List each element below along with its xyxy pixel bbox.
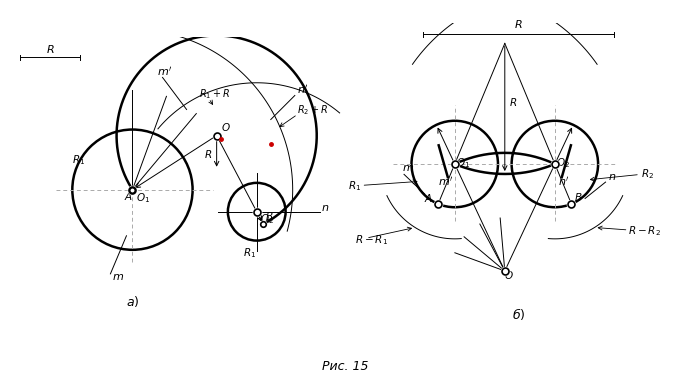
- Text: $R$: $R$: [509, 96, 518, 108]
- Text: Рис. 15: Рис. 15: [322, 360, 369, 373]
- Text: $R$: $R$: [514, 18, 523, 30]
- Text: $O$: $O$: [220, 121, 230, 133]
- Text: $R$: $R$: [46, 43, 55, 55]
- Text: $R_2+R$: $R_2+R$: [297, 104, 328, 117]
- Text: $m$: $m$: [401, 163, 414, 173]
- Text: $m$: $m$: [113, 272, 124, 282]
- Text: $A$: $A$: [424, 191, 433, 204]
- Text: $R_1+R$: $R_1+R$: [198, 88, 230, 101]
- Text: $O$: $O$: [504, 269, 514, 281]
- Text: $O_2$: $O_2$: [556, 156, 570, 170]
- Text: $n'$: $n'$: [558, 175, 570, 188]
- Text: $m'$: $m'$: [157, 65, 172, 78]
- Text: $O_2$: $O_2$: [260, 212, 274, 226]
- Text: $n$: $n$: [321, 203, 329, 212]
- Text: $R_1$: $R_1$: [348, 179, 361, 193]
- Text: $A$: $A$: [124, 190, 133, 202]
- Text: $R-R_1$: $R-R_1$: [354, 234, 388, 248]
- Text: $R-R_2$: $R-R_2$: [627, 224, 661, 238]
- Text: $R_2$: $R_2$: [641, 167, 654, 181]
- Text: $O_1$: $O_1$: [455, 156, 470, 170]
- Text: $R$: $R$: [204, 148, 212, 160]
- Text: $б)$: $б)$: [512, 306, 525, 322]
- Text: $n'$: $n'$: [297, 83, 308, 96]
- Text: $B$: $B$: [574, 191, 583, 203]
- Text: $O_1$: $O_1$: [135, 191, 150, 205]
- Text: $B$: $B$: [265, 210, 274, 222]
- Text: $n$: $n$: [608, 172, 616, 182]
- Text: $а)$: $а)$: [126, 294, 139, 309]
- Text: $m'$: $m'$: [438, 175, 453, 188]
- Text: $R_1$: $R_1$: [243, 246, 256, 260]
- Text: $R_1$: $R_1$: [73, 154, 86, 168]
